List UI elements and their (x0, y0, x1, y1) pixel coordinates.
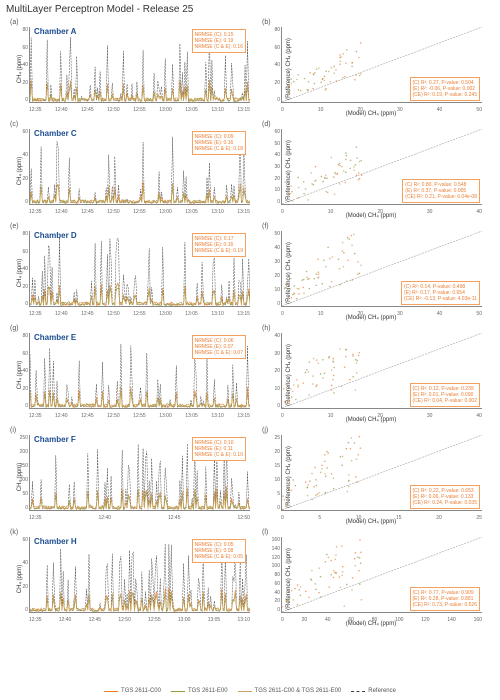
timeseries-C: (c) Chamber C CH₄ (ppm) 0204060 12:3512:… (4, 121, 254, 221)
legend-item: TGS 2611-E00 (171, 688, 228, 694)
legend-item: TGS 2611-C00 & TGS 2611-E00 (238, 688, 342, 694)
timeseries-D: (e) Chamber D CH₄ (ppm) 020406080 12:351… (4, 223, 254, 323)
scatter-H: (l) (Reference) CH₄ (ppm) 02040608010012… (256, 529, 486, 629)
timeseries-E: (g) Chamber E CH₄ (ppm) 020406080 12:351… (4, 325, 254, 425)
page-title: MultiLayer Perceptron Model - Release 25 (0, 0, 500, 19)
timeseries-F: (i) Chamber F CH₄ (ppm) 050100150200250 … (4, 427, 254, 527)
timeseries-H: (k) Chamber H CH₄ (ppm) 0204060 12:3512:… (4, 529, 254, 629)
scatter-D: (f) (Reference) CH₄ (ppm) 01020304050 01… (256, 223, 486, 323)
timeseries-A: (a) Chamber A CH₄ (ppm) 020406080 12:351… (4, 19, 254, 119)
legend-item: Reference (351, 688, 396, 694)
chart-grid: (a) Chamber A CH₄ (ppm) 020406080 12:351… (0, 19, 500, 629)
scatter-C: (d) (Reference) CH₄ (ppm) 0102030405060 … (256, 121, 486, 221)
scatter-E: (h) (Reference) CH₄ (ppm) 010203040 0102… (256, 325, 486, 425)
scatter-F: (j) (Reference) CH₄ (ppm) 0510152025 051… (256, 427, 486, 527)
scatter-A: (b) (Reference) CH₄ (ppm) 020406080 0102… (256, 19, 486, 119)
legend-item: TGS 2611-C00 (104, 688, 161, 694)
legend: TGS 2611-C00 TGS 2611-E00 TGS 2611-C00 & T… (0, 688, 500, 694)
